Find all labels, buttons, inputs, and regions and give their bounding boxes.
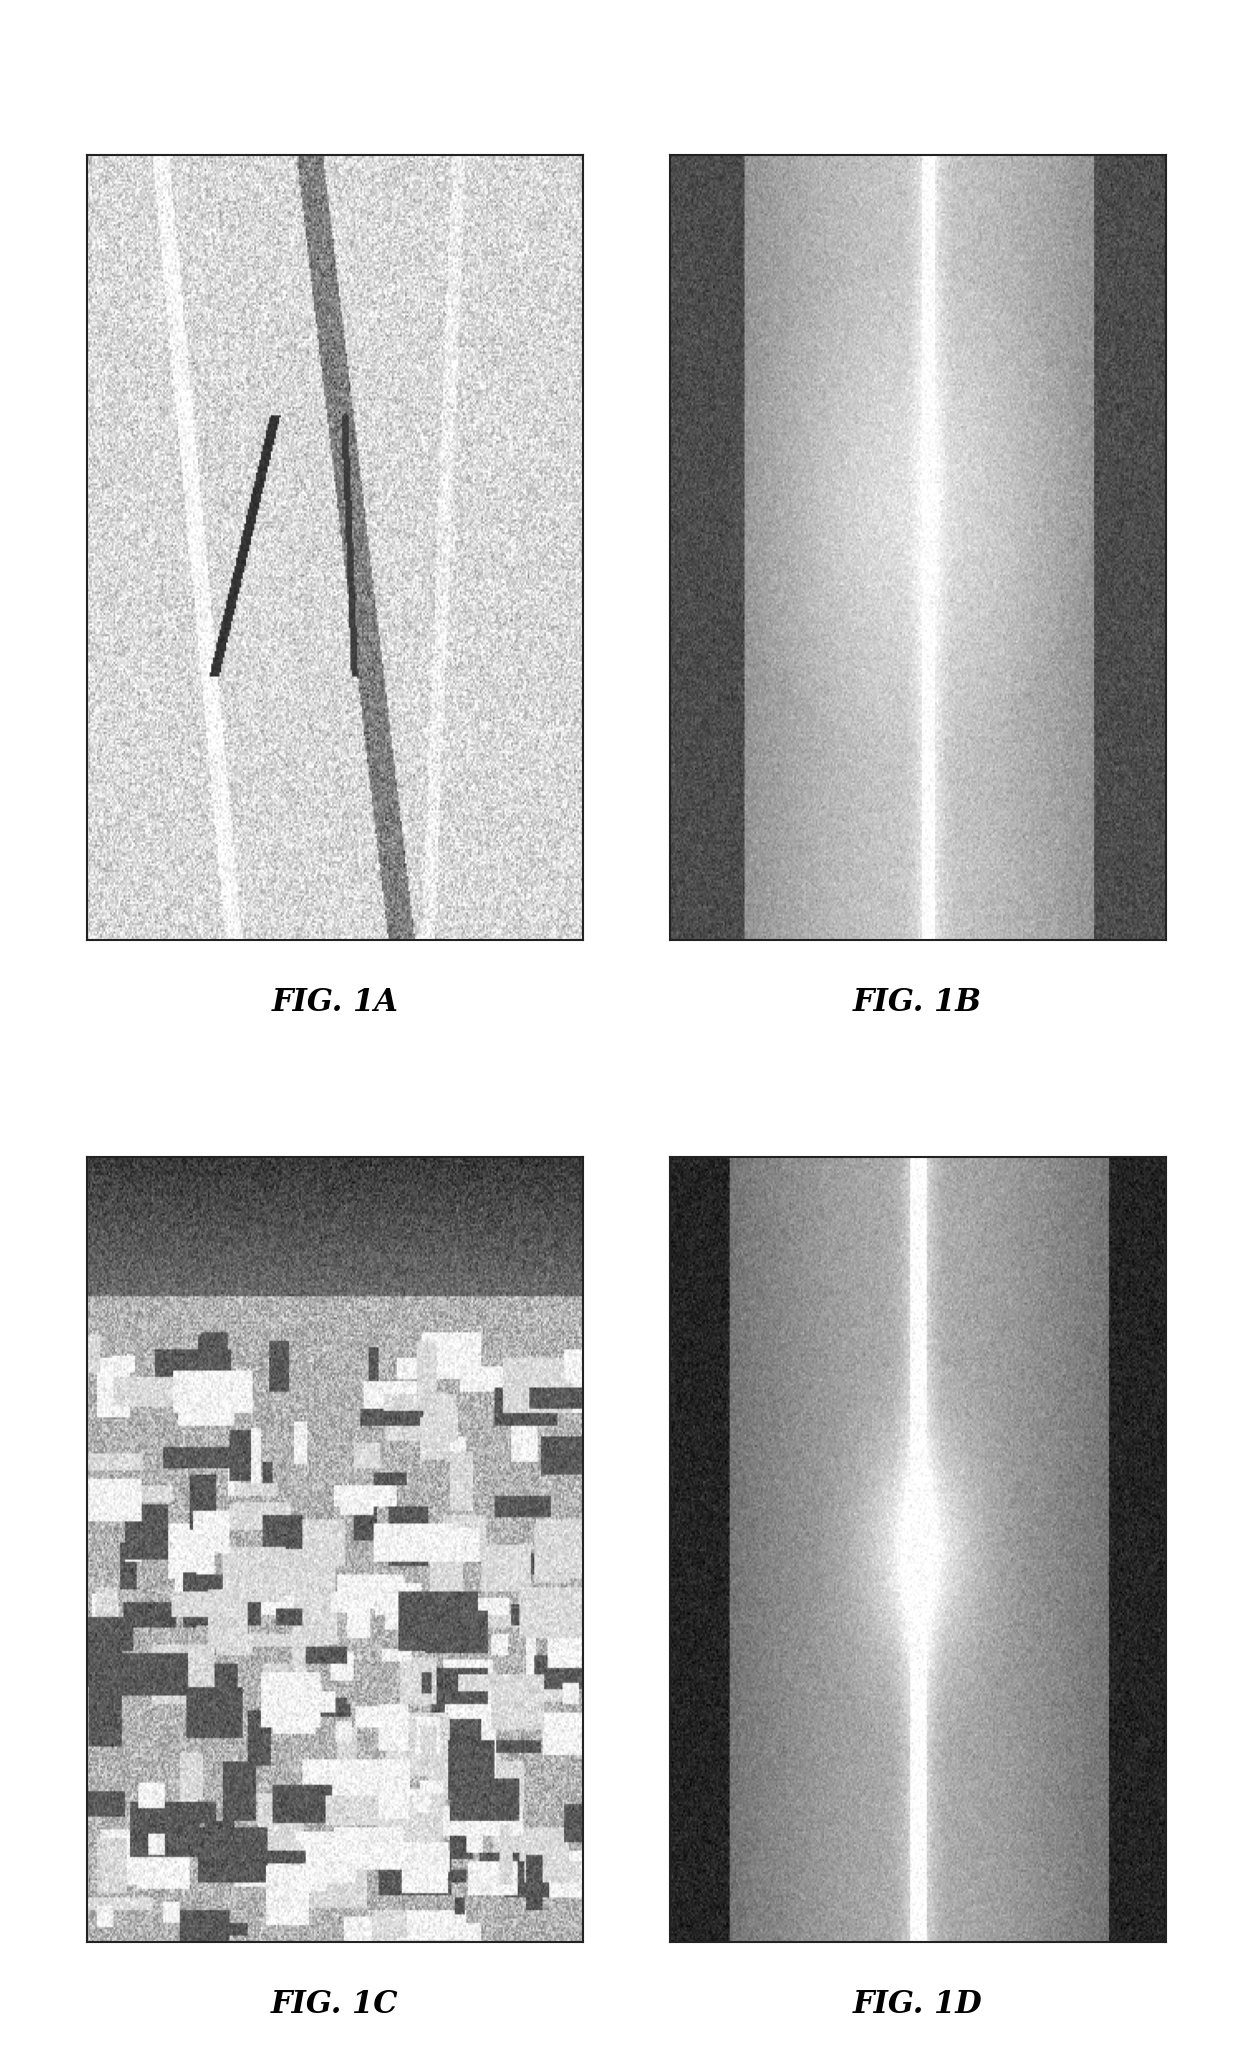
Text: FIG. 1C: FIG. 1C	[272, 1987, 398, 2021]
Text: FIG. 1D: FIG. 1D	[853, 1987, 982, 2021]
Text: FIG. 1B: FIG. 1B	[853, 985, 982, 1019]
Text: FIG. 1A: FIG. 1A	[272, 985, 398, 1019]
